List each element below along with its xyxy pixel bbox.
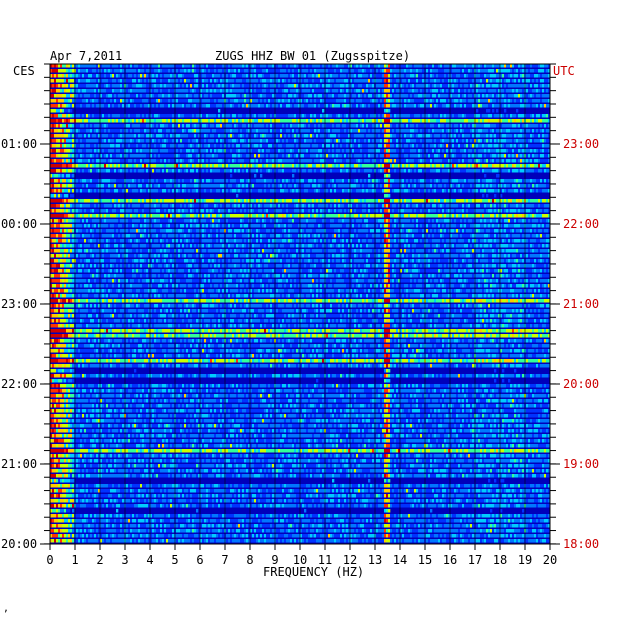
left-y-tick-label: 20:00 [1, 537, 37, 551]
right-y-tick-label: 19:00 [563, 457, 599, 471]
right-y-tick-label: 18:00 [563, 537, 599, 551]
station-title: ZUGS HHZ BW 01 (Zugsspitze) [215, 50, 410, 62]
x-tick-label: 4 [146, 553, 153, 567]
x-tick-label: 8 [246, 553, 253, 567]
x-tick-label: 0 [46, 553, 53, 567]
left-timezone-label: CES [13, 65, 35, 77]
right-y-tick-label: 23:00 [563, 137, 599, 151]
x-tick-label: 16 [443, 553, 457, 567]
left-y-tick-label: 21:00 [1, 457, 37, 471]
right-timezone-label: UTC [553, 65, 575, 77]
right-y-tick-label: 20:00 [563, 377, 599, 391]
x-tick-label: 17 [468, 553, 482, 567]
x-tick-label: 13 [368, 553, 382, 567]
footer-mark: ‚ [3, 603, 9, 615]
x-tick-label: 15 [418, 553, 432, 567]
x-axis-title: FREQUENCY (HZ) [263, 566, 364, 578]
x-tick-label: 7 [221, 553, 228, 567]
x-tick-label: 19 [518, 553, 532, 567]
x-tick-label: 20 [543, 553, 557, 567]
left-y-tick-label: 01:00 [1, 137, 37, 151]
left-y-tick-label: 22:00 [1, 377, 37, 391]
left-y-tick-label: 23:00 [1, 297, 37, 311]
x-tick-label: 2 [96, 553, 103, 567]
x-tick-label: 6 [196, 553, 203, 567]
left-y-tick-label: 00:00 [1, 217, 37, 231]
x-tick-label: 5 [171, 553, 178, 567]
x-tick-label: 1 [71, 553, 78, 567]
x-tick-label: 18 [493, 553, 507, 567]
x-tick-label: 3 [121, 553, 128, 567]
x-tick-label: 14 [393, 553, 407, 567]
date-label: Apr 7,2011 [50, 50, 122, 62]
right-y-tick-label: 22:00 [563, 217, 599, 231]
right-y-tick-label: 21:00 [563, 297, 599, 311]
